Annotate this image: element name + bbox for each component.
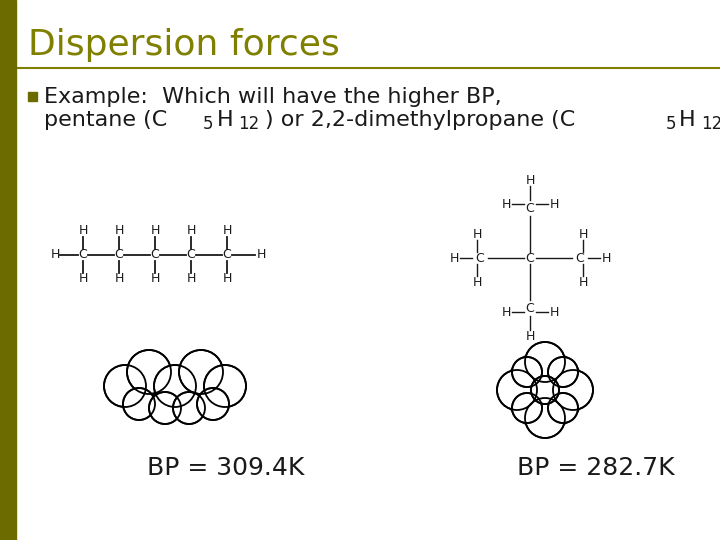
Text: H: H [150,225,160,238]
Text: H: H [78,225,88,238]
Text: 5: 5 [203,115,214,133]
Text: H: H [578,275,588,288]
Text: pentane (C: pentane (C [44,110,167,130]
Text: H: H [501,198,510,211]
Text: H: H [114,273,124,286]
Text: H: H [222,273,232,286]
Text: H: H [578,227,588,240]
Text: ) or 2,2-dimethylpropane (C: ) or 2,2-dimethylpropane (C [266,110,576,130]
Circle shape [173,392,205,424]
Text: H: H [222,225,232,238]
Text: BP = 309.4K: BP = 309.4K [147,456,305,480]
Text: H: H [526,329,535,342]
Bar [0,0,16,540]
Text: H: H [680,110,696,130]
Text: C: C [114,248,123,261]
Circle shape [197,388,229,420]
Circle shape [548,357,578,387]
Ellipse shape [505,350,585,430]
Text: H: H [186,273,196,286]
Text: H: H [601,252,611,265]
Text: H: H [449,252,459,265]
Text: Example:  Which will have the higher BP,: Example: Which will have the higher BP, [44,87,502,107]
Text: C: C [476,252,485,265]
Circle shape [512,357,542,387]
Circle shape [154,365,196,407]
Text: C: C [186,248,195,261]
Ellipse shape [118,367,228,417]
Text: 5: 5 [666,115,676,133]
Text: 12: 12 [238,115,259,133]
Text: BP = 282.7K: BP = 282.7K [517,456,675,480]
Text: C: C [78,248,87,261]
Circle shape [512,393,542,423]
Circle shape [127,350,171,394]
Text: H: H [526,173,535,186]
Text: H: H [256,248,266,261]
Text: H: H [78,273,88,286]
Text: H: H [472,275,482,288]
Text: H: H [186,225,196,238]
Circle shape [123,388,155,420]
Circle shape [179,350,223,394]
Text: H: H [50,248,60,261]
Bar [28,92,37,101]
Text: H: H [549,306,559,319]
Circle shape [525,398,565,438]
Text: 12: 12 [701,115,720,133]
Text: H: H [549,198,559,211]
Circle shape [149,392,181,424]
Text: C: C [526,301,534,314]
Circle shape [531,376,559,404]
Text: H: H [150,273,160,286]
Text: C: C [526,201,534,214]
Text: C: C [150,248,159,261]
Circle shape [525,342,565,382]
Circle shape [548,393,578,423]
Text: Dispersion forces: Dispersion forces [28,28,340,62]
Text: H: H [472,227,482,240]
Text: H: H [217,110,233,130]
Text: C: C [575,252,585,265]
Text: C: C [526,252,534,265]
Circle shape [204,365,246,407]
Text: H: H [114,225,124,238]
Ellipse shape [515,360,575,420]
Text: C: C [222,248,231,261]
Ellipse shape [125,373,220,408]
Circle shape [104,365,146,407]
Circle shape [553,370,593,410]
Text: H: H [501,306,510,319]
Circle shape [497,370,537,410]
